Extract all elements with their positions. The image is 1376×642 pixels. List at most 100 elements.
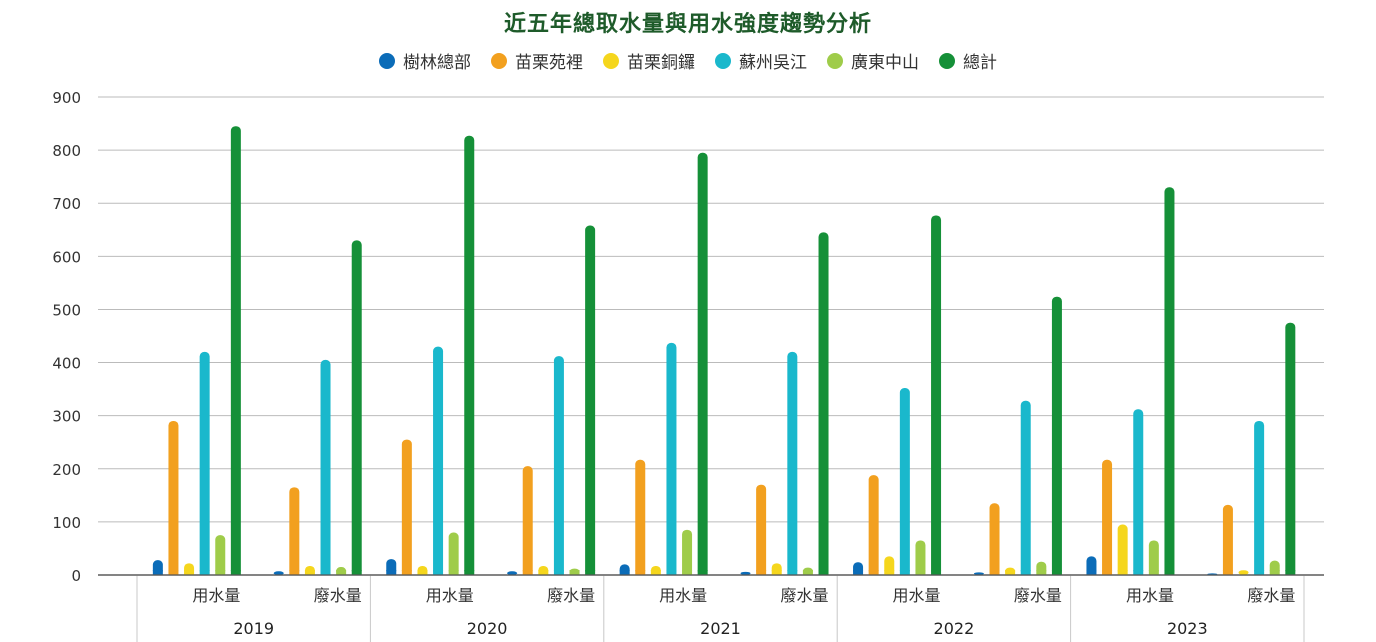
legend-item[interactable]: 苗栗苑裡: [491, 48, 583, 73]
bar: [553, 356, 564, 575]
bar-base: [184, 570, 195, 575]
bar-base: [448, 570, 459, 575]
bar-base: [1102, 570, 1113, 575]
y-tick-label: 400: [52, 355, 81, 373]
y-tick-label: 500: [52, 301, 81, 319]
bar: [401, 439, 412, 575]
legend-label: 廣東中山: [851, 53, 919, 73]
bar-base: [1020, 570, 1031, 575]
x-subcategory-label: 廢水量: [1014, 586, 1062, 605]
bar: [351, 240, 362, 575]
x-year-label: 2020: [467, 619, 508, 638]
chart-title: 近五年總取水量與用水強度趨勢分析: [503, 12, 872, 37]
legend-item[interactable]: 總計: [939, 48, 997, 73]
bar: [931, 215, 942, 575]
legend-marker: [379, 52, 395, 69]
y-tick-label: 600: [52, 248, 81, 266]
bar: [215, 535, 226, 575]
x-subcategory-label: 用水量: [893, 586, 941, 605]
bar-base: [230, 570, 241, 575]
bar-base: [756, 570, 767, 575]
y-tick-label: 300: [52, 408, 81, 426]
legend-item[interactable]: 樹林總部: [379, 48, 471, 73]
x-subcategory-label: 廢水量: [1247, 586, 1295, 605]
legend-label: 樹林總部: [403, 53, 471, 73]
legend-item[interactable]: 苗栗銅鑼: [603, 48, 695, 73]
bar-base: [771, 570, 782, 575]
x-year-label: 2021: [700, 619, 741, 638]
bar: [915, 540, 926, 575]
bar-base: [464, 570, 475, 575]
y-tick-label: 0: [71, 567, 81, 585]
bar-base: [802, 570, 813, 575]
bar-base: [336, 570, 347, 575]
bar-base: [1051, 570, 1062, 575]
bar: [1285, 322, 1296, 575]
chart-legend: 樹林總部 苗栗苑裡 苗栗銅鑼 蘇州吳江 廣東中山 總計: [0, 48, 1376, 73]
x-subcategory-label: 用水量: [192, 586, 240, 605]
bar-base: [931, 570, 942, 575]
legend-marker: [715, 52, 731, 69]
bar-base: [401, 570, 412, 575]
bar-base: [1164, 570, 1175, 575]
bar: [1051, 296, 1062, 575]
bar-base: [1005, 570, 1016, 575]
bar-base: [1254, 570, 1265, 575]
y-tick-label: 100: [52, 514, 81, 532]
y-tick-label: 900: [52, 89, 81, 107]
x-year-label: 2022: [934, 619, 975, 638]
bar-base: [1117, 570, 1128, 575]
bar: [289, 487, 300, 575]
bar-base: [538, 570, 549, 575]
bar: [868, 475, 879, 575]
bar-base: [868, 570, 879, 575]
bar-base: [1133, 570, 1144, 575]
bar: [787, 351, 798, 575]
bar-base: [553, 570, 564, 575]
y-tick-label: 700: [52, 195, 81, 213]
bar: [1020, 400, 1031, 575]
bar-base: [522, 570, 533, 575]
legend-marker: [491, 52, 507, 69]
legend-label: 總計: [963, 53, 997, 73]
bar-base: [585, 570, 596, 575]
bar: [1117, 524, 1128, 575]
bar: [230, 126, 241, 575]
y-tick-label: 800: [52, 142, 81, 160]
bar: [320, 359, 331, 575]
bar-base: [168, 570, 179, 575]
bar: [168, 420, 179, 575]
bar-base: [1222, 570, 1233, 575]
bar-base: [650, 570, 661, 575]
bar: [740, 571, 751, 575]
bar-base: [1086, 570, 1097, 575]
bar: [507, 571, 518, 575]
legend-item[interactable]: 蘇州吳江: [715, 48, 807, 73]
bar-base: [289, 570, 300, 575]
bar: [273, 571, 284, 575]
x-subcategory-label: 廢水量: [547, 586, 595, 605]
bar-base: [417, 570, 428, 575]
bar-base: [569, 570, 580, 575]
bar-base: [1269, 570, 1280, 575]
bar-base: [818, 570, 829, 575]
bar-base: [899, 570, 910, 575]
bar: [899, 388, 910, 575]
bar-base: [152, 570, 163, 575]
bar-base: [1036, 570, 1047, 575]
bar: [756, 484, 767, 575]
bar-base: [1148, 570, 1159, 575]
legend-item[interactable]: 廣東中山: [827, 48, 919, 73]
bar: [1254, 420, 1265, 575]
bar: [635, 459, 646, 575]
legend-marker: [603, 52, 619, 69]
bar: [697, 152, 708, 575]
bar: [1133, 409, 1144, 575]
bar: [448, 532, 459, 575]
bar: [666, 342, 677, 575]
x-year-label: 2019: [233, 619, 274, 638]
bar: [433, 346, 444, 575]
bar-base: [433, 570, 444, 575]
x-subcategory-label: 用水量: [659, 586, 707, 605]
